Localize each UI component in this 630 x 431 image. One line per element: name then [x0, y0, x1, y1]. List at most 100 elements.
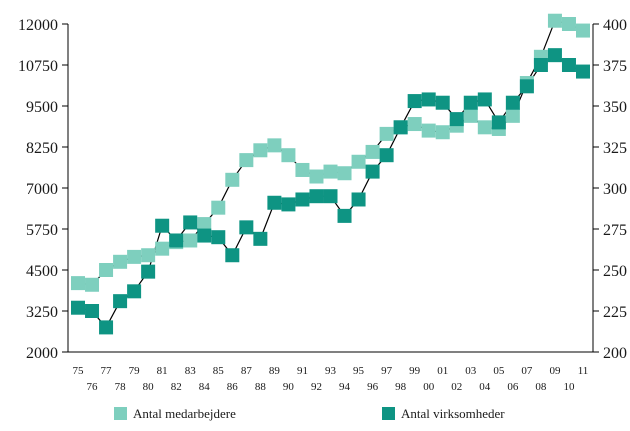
right-tick-label: 275	[603, 222, 627, 239]
x-tick-label: 80	[143, 381, 155, 393]
legend-swatch	[114, 407, 127, 420]
right-tick-label: 225	[603, 304, 627, 321]
marker-virksomheder	[85, 304, 100, 318]
marker-virksomheder	[183, 215, 198, 230]
marker-medarbejdere	[239, 153, 254, 168]
marker-virksomheder	[225, 248, 240, 263]
x-tick-label: 92	[311, 381, 322, 393]
marker-medarbejdere	[561, 17, 576, 31]
marker-virksomheder	[281, 197, 296, 212]
series-markers	[71, 13, 590, 335]
x-tick-label: 83	[185, 365, 197, 377]
x-tick-label: 05	[493, 365, 505, 377]
left-tick-label: 3250	[26, 304, 58, 321]
marker-virksomheder	[253, 231, 268, 246]
marker-medarbejdere	[113, 254, 128, 269]
marker-virksomheder	[519, 79, 534, 94]
marker-medarbejdere	[323, 164, 338, 179]
marker-medarbejdere	[225, 172, 240, 187]
right-tick-label: 375	[603, 58, 627, 75]
x-tick-label: 07	[521, 365, 533, 377]
marker-virksomheder	[309, 189, 324, 204]
x-tick-label: 86	[227, 381, 239, 393]
marker-medarbejdere	[337, 166, 352, 181]
marker-medarbejdere	[211, 200, 226, 215]
left-tick-label: 5750	[26, 222, 58, 239]
marker-medarbejdere	[435, 125, 450, 140]
marker-medarbejdere	[295, 162, 310, 177]
x-tick-label: 02	[451, 381, 462, 393]
series-line	[77, 20, 584, 286]
x-tick-label: 77	[101, 365, 113, 377]
marker-medarbejdere	[463, 108, 478, 123]
x-tick-label: 01	[437, 365, 448, 377]
marker-virksomheder	[449, 112, 464, 127]
marker-medarbejdere	[127, 249, 142, 264]
x-tick-label: 82	[171, 381, 182, 393]
marker-medarbejdere	[71, 276, 85, 291]
legend-swatch	[382, 407, 395, 420]
marker-medarbejdere	[155, 241, 170, 256]
marker-medarbejdere	[421, 123, 436, 138]
marker-virksomheder	[239, 220, 254, 235]
marker-virksomheder	[365, 164, 380, 179]
marker-virksomheder	[561, 58, 576, 72]
marker-medarbejdere	[253, 143, 268, 158]
marker-virksomheder	[463, 95, 478, 110]
marker-virksomheder	[421, 92, 436, 107]
x-tick-label: 93	[325, 365, 337, 377]
marker-virksomheder	[547, 48, 562, 63]
right-tick-label: 350	[603, 99, 627, 116]
x-tick-label: 88	[255, 381, 267, 393]
marker-virksomheder	[323, 189, 338, 204]
marker-virksomheder	[337, 208, 352, 223]
x-tick-label: 09	[549, 365, 561, 377]
x-tick-label: 75	[73, 365, 85, 377]
right-tick-label: 200	[603, 345, 627, 362]
x-tick-label: 08	[535, 381, 547, 393]
marker-virksomheder	[155, 218, 170, 233]
marker-medarbejdere	[281, 148, 296, 163]
marker-virksomheder	[576, 64, 590, 79]
marker-medarbejdere	[141, 248, 156, 263]
marker-medarbejdere	[267, 138, 282, 153]
x-tick-label: 03	[465, 365, 477, 377]
marker-medarbejdere	[505, 108, 520, 123]
legend-label: Antal medarbejdere	[133, 406, 236, 421]
marker-virksomheder	[435, 95, 450, 110]
marker-medarbejdere	[477, 120, 492, 135]
marker-virksomheder	[379, 148, 394, 163]
marker-virksomheder	[267, 195, 282, 210]
right-tick-label: 250	[603, 263, 627, 280]
marker-virksomheder	[351, 192, 366, 207]
x-tick-label: 91	[297, 365, 308, 377]
x-tick-label: 11	[578, 365, 589, 377]
left-tick-label: 12000	[18, 17, 58, 34]
left-tick-label: 8250	[26, 140, 58, 157]
marker-virksomheder	[113, 294, 128, 309]
x-tick-label: 06	[507, 381, 519, 393]
marker-medarbejdere	[85, 277, 100, 292]
x-tick-label: 04	[479, 381, 491, 393]
legend-label: Antal virksomheder	[401, 406, 505, 421]
x-tick-label: 89	[269, 365, 281, 377]
marker-virksomheder	[393, 120, 408, 135]
x-tick-label: 99	[409, 365, 421, 377]
x-tick-label: 10	[563, 381, 575, 393]
x-tick-label: 97	[381, 365, 393, 377]
left-tick-label: 7000	[26, 181, 58, 198]
marker-virksomheder	[295, 192, 310, 207]
marker-virksomheder	[169, 233, 184, 248]
marker-medarbejdere	[351, 154, 366, 169]
marker-virksomheder	[477, 92, 492, 107]
x-tick-label: 76	[87, 381, 99, 393]
left-tick-label: 9500	[26, 99, 58, 116]
right-tick-label: 325	[603, 140, 627, 157]
axes: 2000325045005750700082509500107501200020…	[18, 17, 627, 393]
marker-medarbejdere	[379, 126, 394, 141]
marker-virksomheder	[197, 228, 212, 243]
left-tick-label: 2000	[26, 345, 58, 362]
marker-medarbejdere	[309, 169, 324, 184]
marker-medarbejdere	[547, 13, 562, 28]
